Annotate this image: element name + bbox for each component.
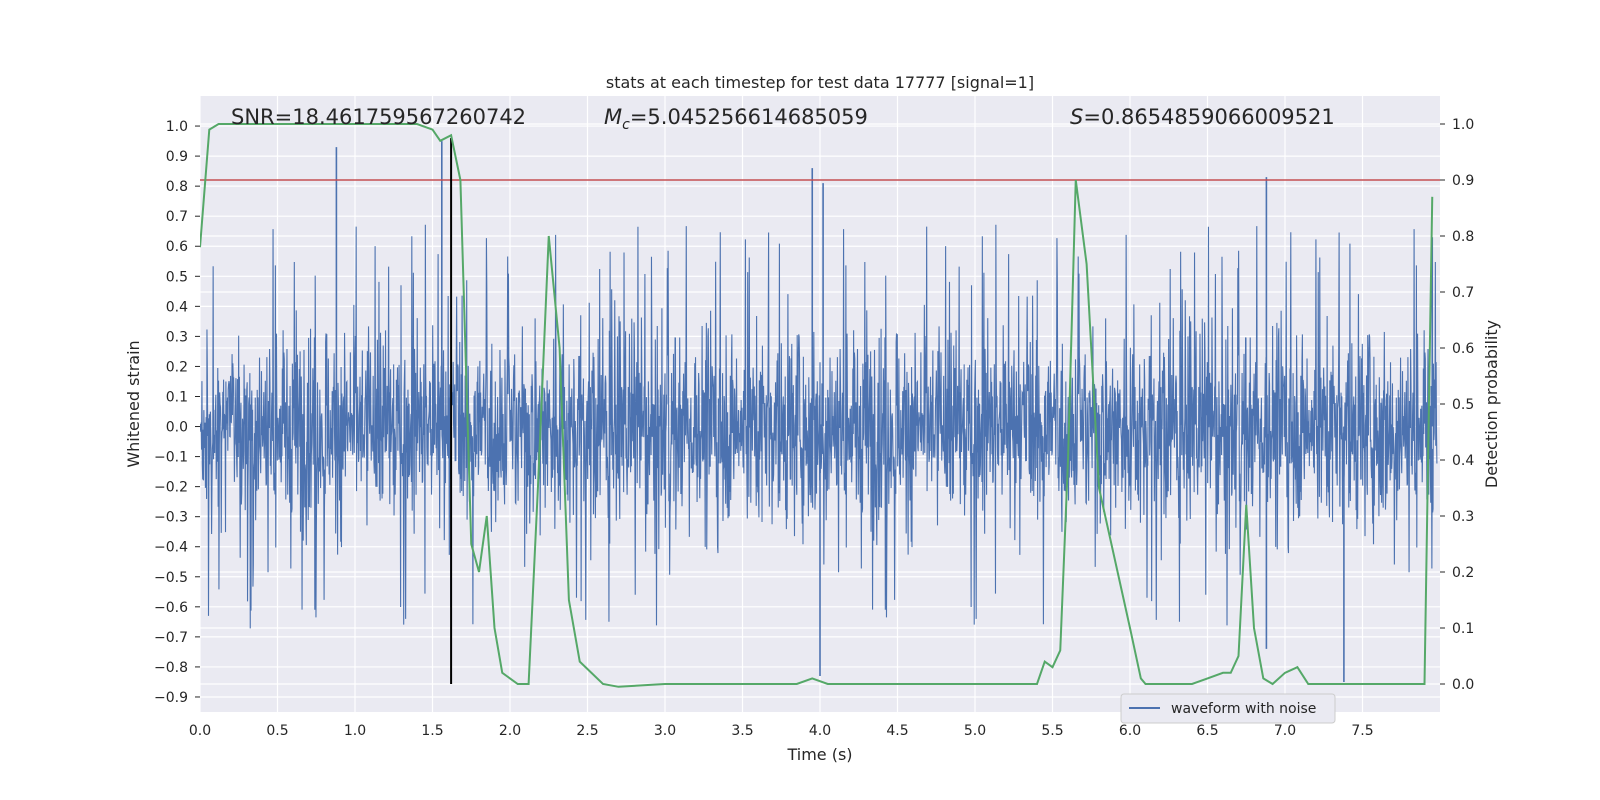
legend-label: waveform with noise	[1171, 701, 1316, 717]
y-tick-label: −0.6	[154, 600, 188, 616]
x-tick-label: 5.5	[1041, 723, 1063, 739]
y-tick-label: 0.2	[166, 359, 188, 375]
x-tick-label: 2.5	[576, 723, 598, 739]
y2-tick-label: 0.8	[1452, 229, 1474, 245]
x-tick-label: 1.0	[344, 723, 366, 739]
x-tick-label: 0.5	[266, 723, 288, 739]
overlays	[200, 123, 1440, 688]
y-axis-ticks: −0.9 −0.8 −0.7 −0.6 −0.5 −0.4 −0.3 −0.2 −0.1 0.0 0…	[154, 119, 200, 706]
y-tick-label: 0.6	[166, 239, 188, 255]
y-tick-label: −0.2	[154, 480, 188, 496]
y-tick-label: −0.1	[154, 450, 188, 466]
x-tick-label: 4.5	[886, 723, 908, 739]
y2-tick-label: 0.4	[1452, 453, 1474, 469]
y2-tick-label: 0.6	[1452, 341, 1474, 357]
y2-tick-label: 0.5	[1452, 397, 1474, 413]
y-tick-label: 0.4	[166, 299, 188, 315]
x-tick-label: 2.0	[499, 723, 521, 739]
y2-tick-label: 0.0	[1452, 677, 1474, 693]
y2-tick-label: 0.3	[1452, 509, 1474, 525]
y-tick-label: 0.1	[166, 389, 188, 405]
x-axis-ticks: 0.0 0.5 1.0 1.5 2.0 2.5 3.0 3.5 4.0 4.5 5.0 5.5 6.0 6…	[189, 723, 1374, 739]
y-tick-label: 0.7	[166, 209, 188, 225]
y-tick-label: −0.9	[154, 690, 188, 706]
x-tick-label: 3.5	[731, 723, 753, 739]
waveform-line	[200, 224, 1438, 629]
chirp-mass-value: =5.045256614685059	[630, 105, 868, 129]
chirp-mass-annotation: Mc=5.045256614685059	[604, 105, 868, 133]
y-tick-label: 0.5	[166, 269, 188, 285]
y-tick-label: 1.0	[166, 119, 188, 135]
y2-tick-label: 1.0	[1452, 117, 1474, 133]
s-annotation: S=0.8654859066009521	[1070, 105, 1335, 129]
waveform-series	[200, 141, 1438, 682]
y2-axis-label: Detection probability	[1482, 320, 1501, 488]
x-tick-label: 6.0	[1119, 723, 1141, 739]
chirp-mass-subscript: c	[622, 117, 630, 133]
y2-tick-label: 0.7	[1452, 285, 1474, 301]
y-axis-label: Whitened strain	[124, 340, 143, 467]
y-tick-label: −0.4	[154, 540, 188, 556]
snr-annotation: SNR=18.461759567260742	[231, 105, 526, 129]
chirp-mass-symbol: M	[604, 105, 622, 129]
y-tick-label: −0.3	[154, 510, 188, 526]
y-tick-label: 0.8	[166, 179, 188, 195]
y-tick-label: 0.0	[166, 420, 188, 436]
s-value: =0.8654859066009521	[1083, 105, 1334, 129]
x-tick-label: 3.0	[654, 723, 676, 739]
legend-box	[1120, 693, 1336, 724]
y2-axis-ticks: 0.0 0.1 0.2 0.3 0.4 0.5 0.6 0.7 0.8 0.9 1.0	[1440, 117, 1474, 693]
y2-tick-label: 0.2	[1452, 565, 1474, 581]
x-axis-label: Time (s)	[786, 745, 852, 764]
chart-title: stats at each timestep for test data 177…	[606, 73, 1034, 92]
y-tick-label: −0.7	[154, 630, 188, 646]
s-symbol: S	[1070, 105, 1083, 129]
x-tick-label: 1.5	[421, 723, 443, 739]
y2-tick-label: 0.9	[1452, 173, 1474, 189]
x-tick-label: 0.0	[189, 723, 211, 739]
y-tick-label: 0.3	[166, 329, 188, 345]
detection-probability-line	[200, 123, 1434, 688]
y-tick-label: −0.5	[154, 570, 188, 586]
y2-tick-label: 0.1	[1452, 621, 1474, 637]
y-tick-label: 0.9	[166, 149, 188, 165]
x-tick-label: 7.5	[1351, 723, 1373, 739]
legend: waveform with noise	[1120, 693, 1336, 724]
x-tick-label: 4.0	[809, 723, 831, 739]
x-tick-label: 5.0	[964, 723, 986, 739]
x-tick-label: 6.5	[1196, 723, 1218, 739]
x-tick-label: 7.0	[1274, 723, 1296, 739]
y-tick-label: −0.8	[154, 660, 188, 676]
